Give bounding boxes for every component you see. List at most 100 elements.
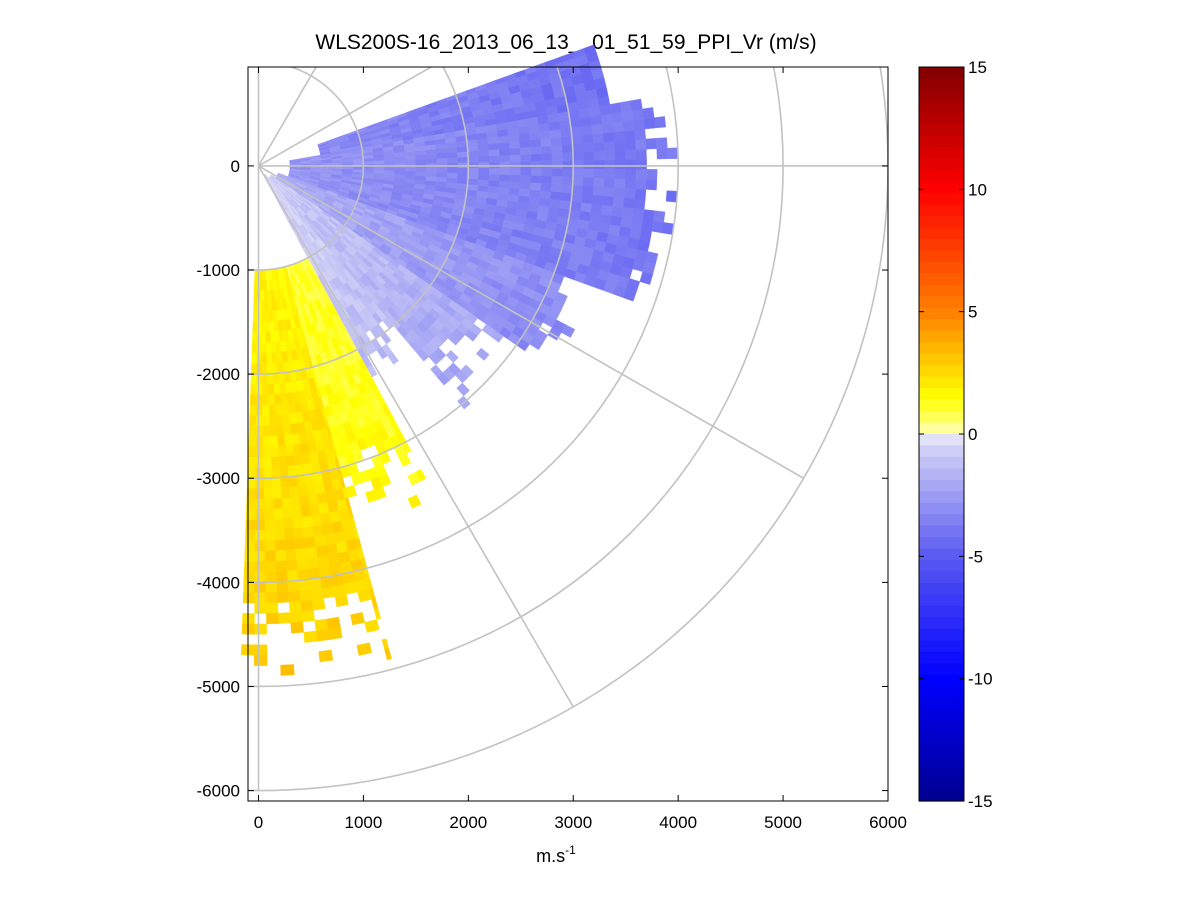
- velocity-cell: [253, 280, 258, 291]
- velocity-cell: [363, 166, 375, 171]
- velocity-cell: [635, 158, 647, 170]
- velocity-cell: [415, 469, 427, 482]
- velocity-cell: [488, 155, 501, 163]
- velocity-cell: [342, 166, 354, 170]
- velocity-cell: [561, 176, 574, 186]
- velocity-cell: [667, 147, 679, 160]
- velocity-cell: [283, 528, 295, 541]
- colorbar-band: [919, 479, 964, 492]
- colorbar-band: [919, 445, 964, 458]
- velocity-cell: [255, 436, 264, 448]
- velocity-cell: [530, 153, 542, 162]
- velocity-cell: [436, 157, 448, 164]
- velocity-cell: [475, 347, 490, 361]
- velocity-cell: [262, 394, 270, 406]
- velocity-cell: [297, 568, 310, 581]
- velocity-cell: [635, 168, 647, 180]
- velocity-cell: [300, 599, 314, 612]
- x-axis-label-exponent: -1: [565, 843, 576, 857]
- velocity-cell: [269, 414, 278, 427]
- velocity-cell: [561, 324, 576, 338]
- velocity-cell: [261, 363, 268, 375]
- plot-frame: [247, 66, 889, 802]
- velocity-cell: [583, 44, 597, 55]
- velocity-cell: [477, 184, 489, 193]
- velocity-cell: [550, 183, 563, 193]
- colorbar-band: [919, 399, 964, 412]
- velocity-cell: [642, 107, 655, 120]
- velocity-cell: [265, 550, 277, 562]
- velocity-cell: [612, 121, 625, 133]
- velocity-cell: [253, 300, 258, 312]
- velocity-cell: [261, 352, 268, 364]
- velocity-cell: [303, 630, 318, 643]
- velocity-cell: [488, 148, 500, 157]
- velocity-cell: [263, 446, 272, 458]
- velocity-cell: [275, 560, 288, 572]
- velocity-cell: [508, 187, 521, 196]
- velocity-cell: [593, 150, 605, 161]
- velocity-cell: [436, 171, 448, 178]
- velocity-cell: [304, 536, 317, 549]
- velocity-cell: [603, 186, 615, 198]
- velocity-cell: [487, 185, 500, 194]
- velocity-cell: [519, 139, 531, 149]
- velocity-cell: [583, 151, 595, 161]
- velocity-cell: [634, 188, 647, 200]
- colorbar-band: [919, 743, 964, 756]
- grid-spoke: [257, 67, 317, 167]
- velocity-cell: [254, 540, 266, 552]
- velocity-cell: [541, 152, 553, 162]
- colorbar-tick-label: 15: [968, 58, 987, 77]
- velocity-cell: [478, 173, 490, 181]
- velocity-cell: [294, 537, 307, 550]
- velocity-cell: [467, 178, 479, 186]
- velocity-cell: [255, 498, 265, 510]
- velocity-cell: [262, 404, 270, 416]
- colorbar-ticks: 15 10 5 0 -5 -10 -15: [919, 58, 993, 811]
- colorbar-band: [919, 296, 964, 309]
- velocity-cell: [394, 170, 406, 176]
- velocity-cell: [265, 602, 279, 614]
- velocity-cell: [634, 128, 646, 141]
- velocity-cell: [630, 98, 643, 111]
- velocity-cell: [645, 251, 659, 265]
- colorbar-band: [919, 674, 964, 687]
- velocity-cell: [275, 549, 287, 562]
- colorbar-band: [919, 284, 964, 297]
- velocity-cell: [291, 506, 303, 519]
- velocity-cell: [635, 178, 647, 190]
- velocity-cell: [490, 329, 504, 343]
- velocity-cell: [249, 404, 257, 417]
- velocity-cell: [255, 415, 264, 427]
- velocity-cell: [593, 177, 605, 188]
- velocity-cell: [520, 153, 532, 162]
- velocity-cell: [280, 476, 290, 489]
- velocity-cell: [280, 486, 291, 499]
- velocity-cell: [615, 159, 626, 170]
- velocity-cell: [468, 161, 479, 169]
- velocity-cell: [559, 199, 572, 210]
- x-tick-label: 6000: [869, 813, 907, 832]
- colorbar-band: [919, 193, 964, 206]
- velocity-cell: [261, 342, 267, 354]
- velocity-cell: [613, 130, 626, 142]
- colorbar-band: [919, 158, 964, 171]
- velocity-cell: [256, 384, 263, 396]
- colorbar-band: [919, 422, 964, 435]
- x-axis: 0 1000 2000 3000 4000 5000 6000: [254, 67, 907, 832]
- velocity-cell: [498, 141, 510, 150]
- x-tick-label: 3000: [554, 813, 592, 832]
- colorbar-band: [919, 606, 964, 619]
- velocity-cell: [253, 644, 268, 656]
- velocity-cell: [264, 519, 275, 531]
- velocity-cell: [290, 621, 304, 634]
- colorbar-band: [919, 537, 964, 550]
- velocity-cell: [317, 555, 330, 568]
- velocity-cell: [312, 524, 325, 537]
- velocity-cell: [271, 477, 282, 489]
- velocity-cell: [260, 321, 267, 333]
- colorbar-band: [919, 376, 964, 389]
- velocity-cell: [250, 363, 258, 375]
- velocity-cell: [263, 477, 273, 489]
